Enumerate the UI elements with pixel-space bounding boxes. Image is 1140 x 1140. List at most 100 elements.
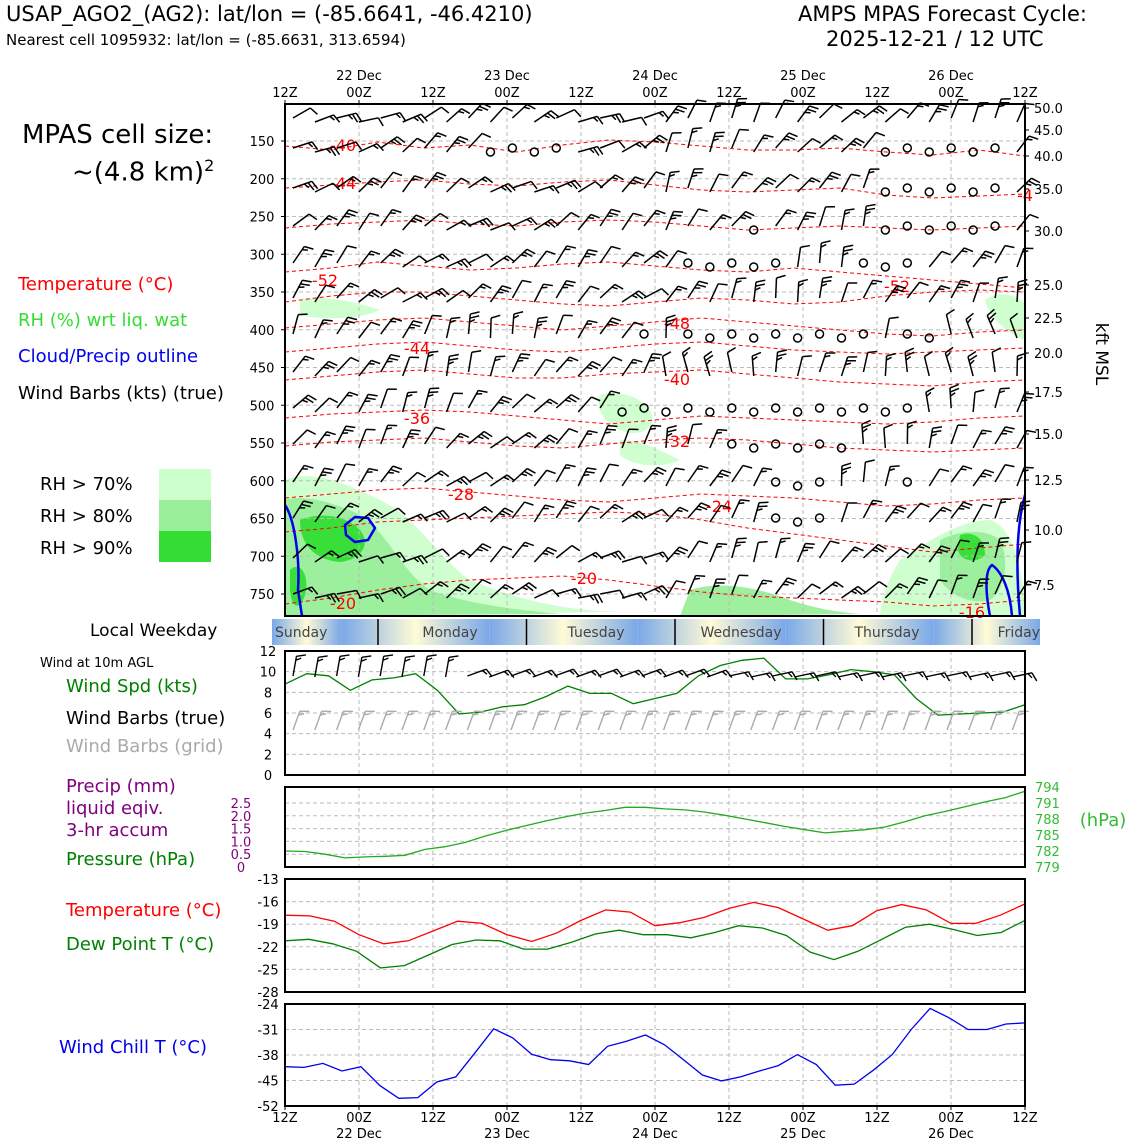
wind-barb-flag	[366, 471, 373, 473]
wind-barb-flag	[897, 505, 907, 510]
wind-barb-flag	[802, 355, 812, 358]
wind-barb-staff	[555, 464, 567, 483]
wind-barb-staff	[534, 589, 553, 599]
wind-speed-tick-label: 8	[264, 686, 272, 701]
wind-barb-staff	[837, 710, 846, 731]
wind-barb-flag	[821, 279, 832, 283]
wind-barb-staff	[709, 132, 717, 153]
wind-barb-staff	[945, 314, 952, 335]
xsec-wind-barb	[665, 506, 689, 523]
calm-circle	[990, 183, 1000, 193]
xsec-wind-barb	[643, 209, 666, 227]
wind-barb-flag	[918, 672, 924, 678]
wind-barb-flag	[395, 113, 401, 119]
xsec-wind-barb	[731, 574, 749, 595]
xsec-wind-barb	[402, 255, 428, 268]
rh-shading-area	[985, 294, 1025, 340]
wind-barb-flag	[1004, 244, 1015, 249]
wind-barb-flag	[526, 467, 536, 474]
wind-barb-staff	[599, 174, 616, 189]
xsec-top-tick-label: 12Z	[420, 86, 446, 101]
xsec-wind-barb	[661, 351, 672, 377]
xsec-wind-barb	[972, 102, 989, 123]
xsec-wind-barb	[775, 173, 799, 189]
wind-barb-flag	[502, 545, 513, 551]
wind-barb-flag	[638, 290, 647, 298]
wind-barb-flag	[570, 181, 578, 190]
wind-barb-flag	[544, 504, 555, 509]
wind-barb-flag	[347, 316, 358, 321]
wind-barb-flag	[597, 593, 604, 603]
wind-barb-flag	[920, 502, 930, 508]
wind-barb-flag	[963, 501, 973, 506]
wind-barb-flag	[803, 218, 809, 221]
xsec-wind-barb	[643, 134, 668, 149]
xsec-wind-barb	[402, 429, 421, 449]
temperature-contour	[284, 219, 1026, 231]
wind-barb-flag	[549, 434, 558, 441]
wind-barb-flag	[736, 277, 747, 280]
legend-wind-chill: Wind Chill T (°C)	[59, 1037, 207, 1058]
wind-barb-staff	[489, 317, 492, 339]
xsec-wind-barb	[753, 176, 777, 193]
wind-barb-staff	[577, 181, 596, 193]
xsec-wind-barb	[555, 500, 577, 519]
wind-barb-flag	[630, 361, 637, 364]
wind-barb-staff	[818, 243, 823, 264]
wind-barb-staff	[292, 279, 303, 299]
xsec-wind-barb	[621, 510, 647, 523]
wind-barb-flag	[392, 317, 403, 322]
wind-barb-flag	[677, 285, 688, 290]
wind-barb-flag	[307, 182, 315, 191]
wind-barb-flag	[469, 318, 476, 323]
wind-barb-flag	[435, 426, 445, 431]
xsec-wind-barb	[423, 314, 442, 335]
calm-circle	[880, 262, 891, 272]
wind-barb-flag	[346, 394, 353, 397]
xsec-wind-barb	[709, 283, 728, 303]
calm-circle	[924, 225, 934, 235]
xsec-wind-barb	[796, 278, 809, 303]
calm-circle	[639, 329, 649, 339]
wind-barb-flag	[787, 672, 793, 678]
wind-barb-staff	[771, 710, 781, 731]
wind-barb-staff	[818, 540, 831, 559]
wind-barb-flag	[916, 580, 926, 585]
xsec-wind-barb	[950, 574, 968, 595]
wind-barb-staff	[336, 316, 349, 335]
xsec-wind-barb	[818, 206, 836, 227]
xsec-wind-barb	[489, 355, 506, 377]
calm-circle	[792, 407, 803, 417]
precip-tick-label: 1.0	[231, 835, 252, 850]
wind-barb-flag	[367, 293, 374, 298]
wind-chill-tick-label: -45	[257, 1075, 278, 1090]
surface-wind-barb-grid	[553, 710, 571, 731]
wind-barb-staff	[402, 175, 416, 193]
wind-barb-flag	[804, 215, 815, 218]
wind-barb-flag	[348, 391, 359, 397]
wind-barb-flag	[298, 713, 305, 716]
wind-barb-flag	[666, 314, 676, 319]
xsec-wind-barb	[533, 250, 556, 268]
temperature-contour-label: -40	[664, 370, 690, 389]
wind-barb-staff	[924, 710, 933, 731]
wind-barb-flag	[853, 111, 860, 115]
wind-barb-flag	[440, 470, 450, 478]
wind-barb-flag	[946, 308, 955, 316]
wind-barb-flag	[842, 252, 849, 256]
xsec-wind-barb	[578, 145, 604, 156]
wind-barb-flag	[574, 588, 582, 597]
wind-barb-flag	[676, 549, 686, 555]
temperature-line	[284, 901, 1026, 945]
temperature-contour-label: -32	[664, 432, 690, 451]
wind-barb-flag	[420, 554, 428, 564]
wind-barb-staff	[597, 710, 606, 731]
wind-barb-flag	[820, 243, 827, 248]
wind-barb-flag	[448, 655, 459, 658]
xsec-wind-barb	[336, 282, 360, 299]
wind-barb-flag	[633, 358, 643, 363]
wind-barb-flag	[1026, 429, 1037, 434]
wind-barb-staff	[446, 289, 464, 303]
wind-barb-flag	[762, 137, 768, 140]
wind-barb-flag	[482, 578, 492, 585]
